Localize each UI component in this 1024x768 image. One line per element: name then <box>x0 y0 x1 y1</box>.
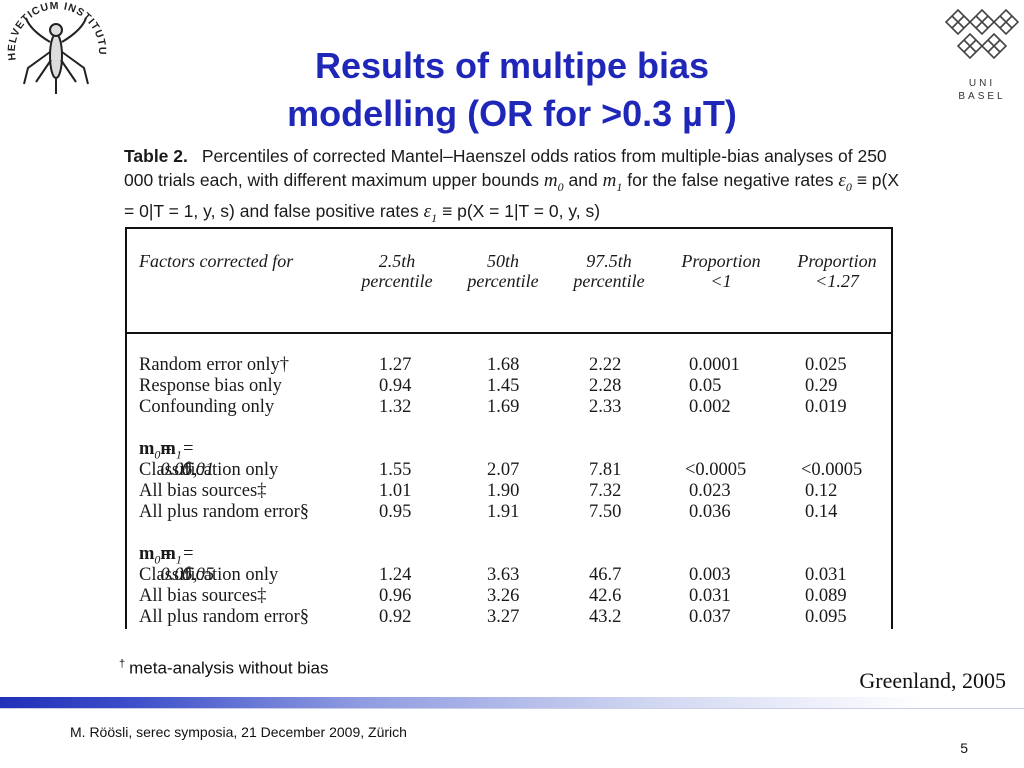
page-number: 5 <box>960 740 968 756</box>
header-2-5th: 2.5th percentile <box>361 251 433 291</box>
table-row: Response bias only 0.94 1.45 2.28 0.05 0.29 <box>139 376 838 396</box>
caption-label: Table 2. <box>124 146 188 166</box>
logo-text-basel: BASEL <box>958 91 1005 102</box>
logo-text-uni: UNI <box>969 78 995 89</box>
header-proportion-127: Proportion <1.27 <box>797 251 877 291</box>
footer-divider <box>0 708 1024 709</box>
mosquito-seal-icon: HELVETICUM INSTITUTUM TROPOLOGICUM <box>0 0 107 94</box>
caption-m1: m1 <box>602 170 623 194</box>
caption-eps1: ε1 <box>423 200 438 225</box>
footnote-text: meta-analysis without bias <box>129 658 329 678</box>
caption-eps1-def: ≡ p(X = 1|T = 0, y, s) <box>442 200 601 221</box>
title-line-1: Results of multipe bias <box>314 45 710 86</box>
results-table: Factors corrected for 2.5th percentile 50… <box>125 227 893 629</box>
table-row: All plus random error§ 0.95 1.91 7.50 0.036 0… <box>139 502 838 522</box>
caption-m0: m0 <box>543 170 564 194</box>
group-header-1: m0 = 0.05, m1 = 0.01 <box>139 439 215 480</box>
caption-part2: for the false negative rates <box>627 170 834 190</box>
table-row: Random error only† 1.27 1.68 2.22 0.0001 0.02… <box>139 355 847 375</box>
caption-part3: and false positive rates <box>239 200 419 221</box>
citation: Greenland, 2005 <box>859 668 1006 693</box>
uni-basel-logo: UNI BASEL <box>944 2 1020 104</box>
table-row: All plus random error§ 0.92 3.27 43.2 0.037 0… <box>139 607 847 627</box>
footnote: † meta-analysis without bias <box>119 658 329 679</box>
table-row: Classification only 1.55 2.07 7.81 <0.0005 <0… <box>139 460 863 480</box>
footnote-mark: † <box>119 658 126 670</box>
group-header-2: m0 = 0.05, m1 = 0.05 <box>139 544 215 585</box>
institute-seal-logo: HELVETICUM INSTITUTUM TROPOLOGICUM <box>0 0 110 102</box>
table-row: All bias sources‡ 1.01 1.90 7.32 0.023 0.12 <box>139 481 838 501</box>
header-50th: 50th percentile <box>467 251 539 291</box>
header-proportion-1: Proportion <1 <box>681 251 761 291</box>
caption-eps0-def: ≡ p(X = 0|T = 1, y, s) <box>124 170 900 221</box>
header-rule <box>127 332 891 334</box>
caption-eps0: ε0 <box>838 170 852 194</box>
caption-and: and <box>568 170 598 190</box>
table-row: Confounding only 1.32 1.69 2.33 0.002 0.019 <box>139 397 847 417</box>
table-row: Classification only 1.24 3.63 46.7 0.003 0.03… <box>139 565 847 585</box>
slide-title: Results of multipe bias modelling (OR fo… <box>150 42 874 138</box>
title-line-2: modelling (OR for >0.3 µT) <box>287 93 737 134</box>
uni-basel-logo-icon: UNI BASEL <box>944 8 1020 102</box>
footer-text: M. Röösli, serec symposia, 21 December 2… <box>70 724 407 740</box>
table-row: All bias sources‡ 0.96 3.26 42.6 0.031 0.089 <box>139 586 847 606</box>
table-caption: Table 2. Percentiles of corrected Mantel–… <box>124 144 904 230</box>
header-factors: Factors corrected for <box>139 251 294 271</box>
caption-part1: Percentiles of corrected Mantel–Haenszel… <box>124 146 887 190</box>
header-97-5th: 97.5th percentile <box>573 251 645 291</box>
footer-gradient-bar <box>0 697 1024 708</box>
